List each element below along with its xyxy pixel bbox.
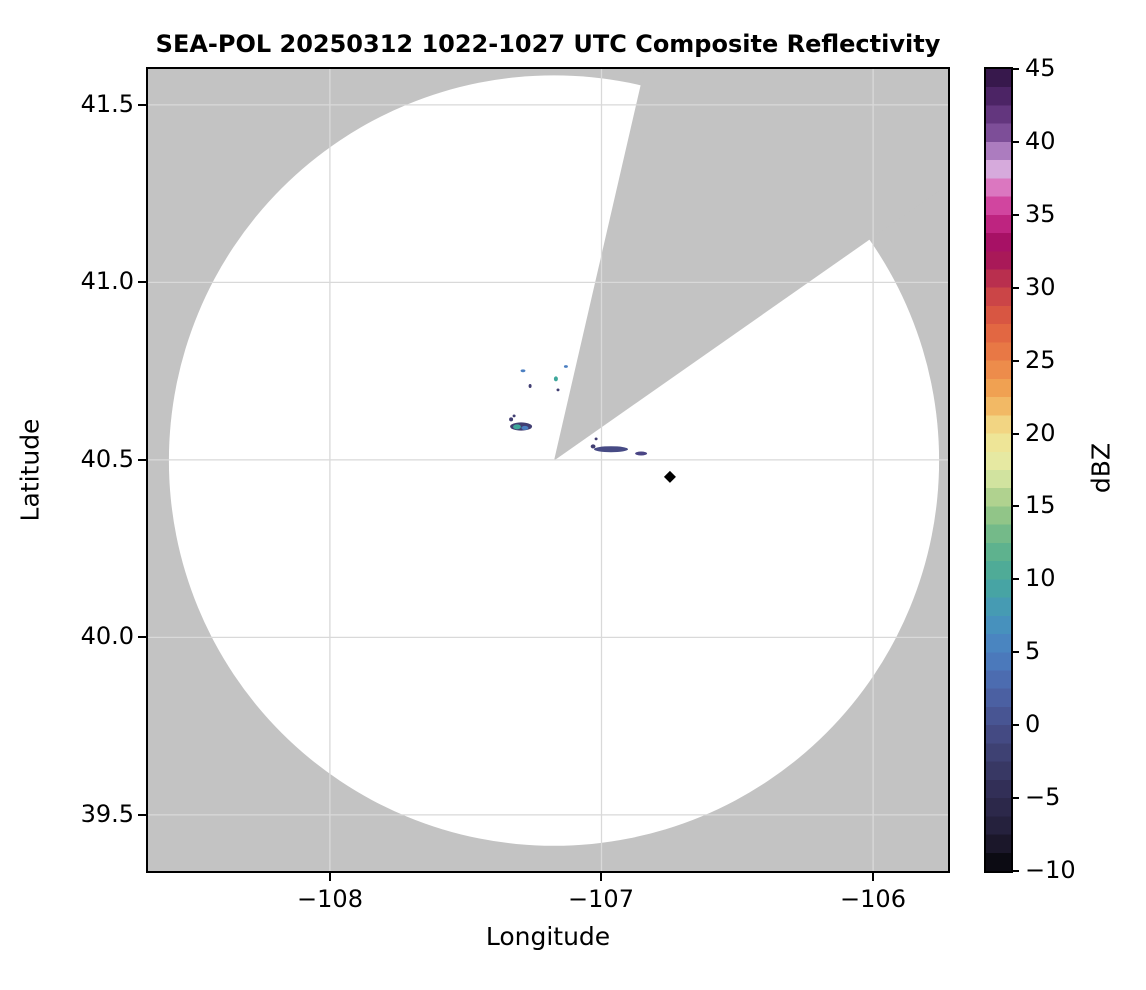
colorbar-tick-label: 15 <box>1025 491 1056 519</box>
colorbar-tick-label: −5 <box>1025 783 1061 811</box>
colorbar-tick-mark <box>1011 870 1019 872</box>
plot-area <box>146 67 950 873</box>
y-tick-mark <box>138 104 146 106</box>
colorbar-tick-mark <box>1011 797 1019 799</box>
radar-echo <box>509 417 514 422</box>
radar-ppi-canvas <box>148 69 948 871</box>
colorbar-tick-label: 20 <box>1025 419 1056 447</box>
y-tick-mark <box>138 814 146 816</box>
y-tick-label: 40.0 <box>80 622 134 650</box>
radar-echo <box>521 425 529 430</box>
chart-title: SEA-POL 20250312 1022-1027 UTC Composite… <box>155 30 941 58</box>
x-tick-mark <box>329 873 331 881</box>
radar-echo <box>563 365 568 368</box>
radar-echo <box>513 424 521 430</box>
y-tick-mark <box>138 281 146 283</box>
colorbar-tick-label: 10 <box>1025 564 1056 592</box>
colorbar-tick-mark <box>1011 651 1019 653</box>
x-tick-label: −107 <box>568 885 634 913</box>
colorbar-tick-label: 40 <box>1025 127 1056 155</box>
colorbar-tick-mark <box>1011 214 1019 216</box>
colorbar-tick-mark <box>1011 724 1019 726</box>
colorbar-tick-mark <box>1011 578 1019 580</box>
x-tick-mark <box>872 873 874 881</box>
y-axis-label: Latitude <box>15 418 45 522</box>
colorbar-tick-mark <box>1011 287 1019 289</box>
radar-echo <box>512 414 516 418</box>
colorbar-tick-label: 5 <box>1025 637 1041 665</box>
y-tick-label: 41.0 <box>80 267 134 295</box>
y-tick-mark <box>138 636 146 638</box>
colorbar-tick-label: 0 <box>1025 710 1041 738</box>
radar-echo <box>520 369 526 373</box>
radar-echo <box>553 376 558 382</box>
radar-echo <box>528 384 532 388</box>
x-axis-label: Longitude <box>485 922 611 951</box>
x-tick-label: −106 <box>840 885 906 913</box>
y-tick-mark <box>138 459 146 461</box>
radar-echo <box>556 388 560 392</box>
colorbar-tick-mark <box>1011 68 1019 70</box>
radar-echo <box>590 444 596 449</box>
y-tick-label: 41.5 <box>80 90 134 118</box>
x-tick-label: −108 <box>297 885 363 913</box>
blocked-sector <box>554 69 948 461</box>
colorbar-tick-label: 30 <box>1025 273 1056 301</box>
colorbar-tick-mark <box>1011 505 1019 507</box>
colorbar-label: dBZ <box>1086 442 1116 494</box>
colorbar-tick-label: −10 <box>1025 856 1076 884</box>
radar-echo <box>594 446 628 453</box>
y-tick-label: 39.5 <box>80 800 134 828</box>
colorbar-tick-label: 35 <box>1025 200 1056 228</box>
site-marker-diamond <box>663 470 676 483</box>
colorbar <box>984 67 1013 873</box>
colorbar-tick-mark <box>1011 360 1019 362</box>
x-tick-mark <box>600 873 602 881</box>
y-tick-label: 40.5 <box>80 445 134 473</box>
colorbar-tick-mark <box>1011 433 1019 435</box>
colorbar-tick-mark <box>1011 141 1019 143</box>
colorbar-tick-label: 45 <box>1025 54 1056 82</box>
colorbar-tick-label: 25 <box>1025 346 1056 374</box>
radar-echo <box>635 451 648 456</box>
radar-echo <box>594 437 598 441</box>
